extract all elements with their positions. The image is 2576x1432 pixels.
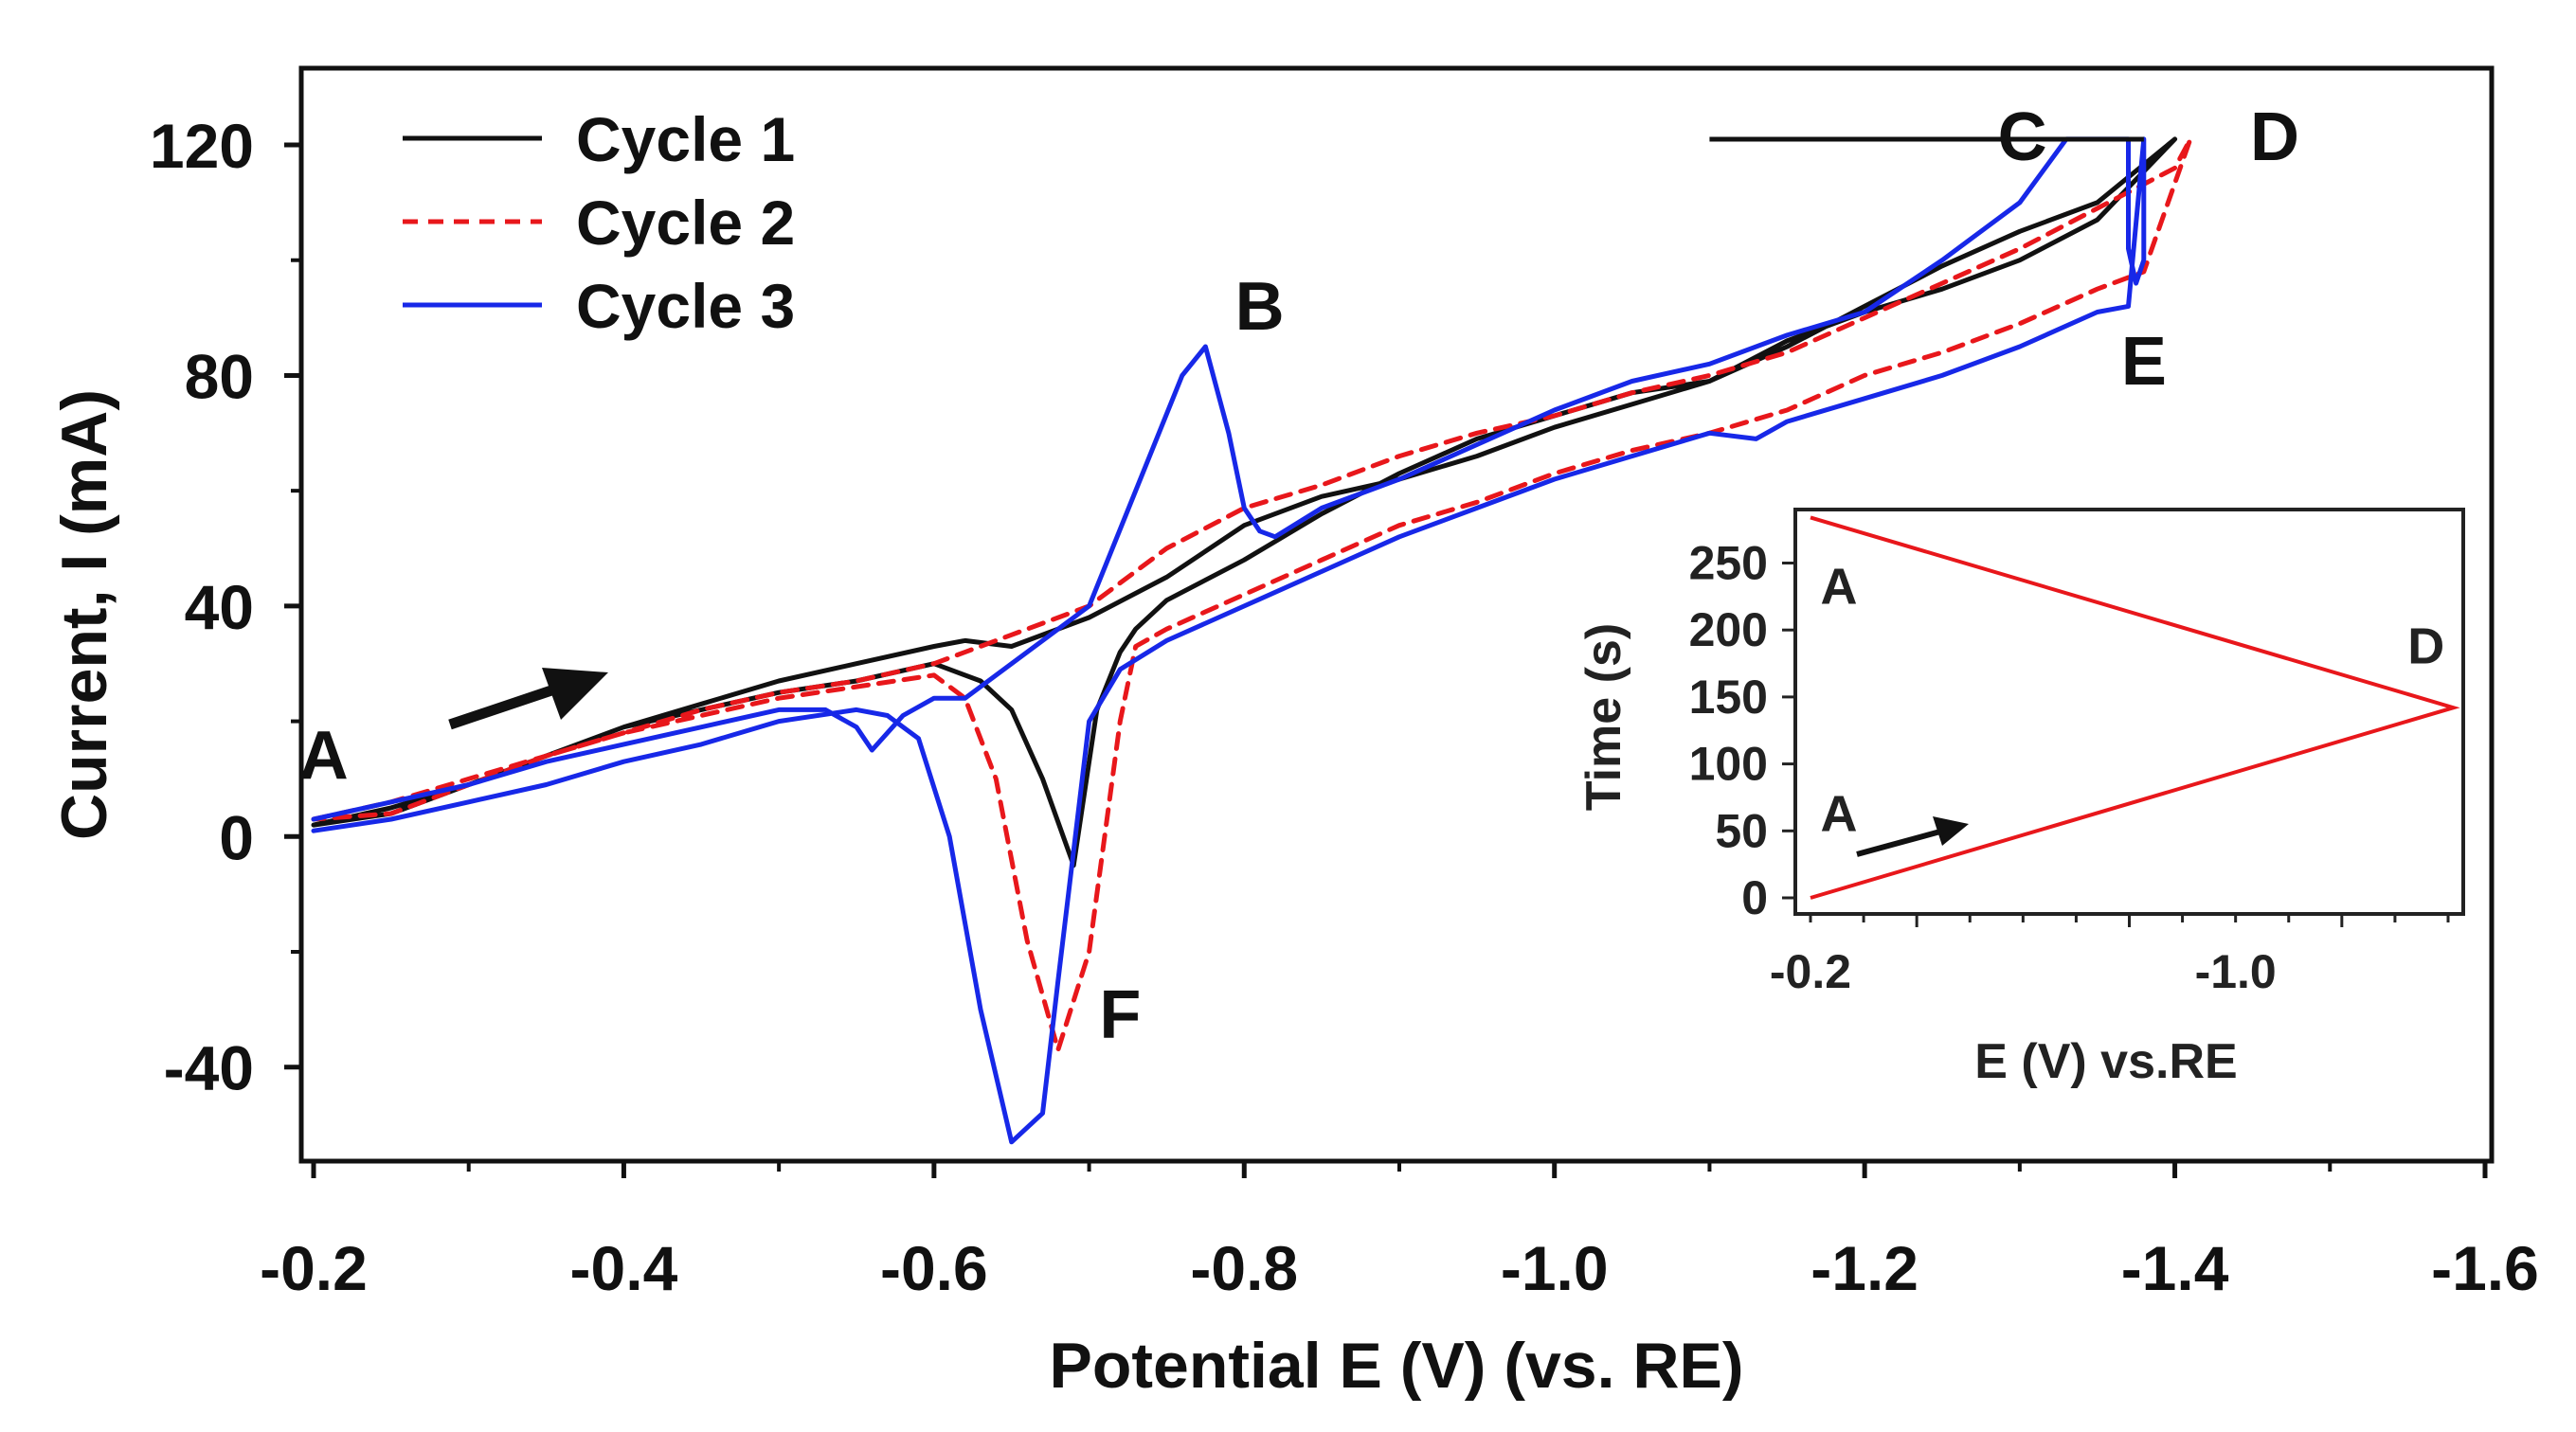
inset-annotation-d: D (2407, 618, 2444, 675)
y-tick-label: 0 (219, 802, 254, 872)
inset-plot-frame (1793, 508, 2465, 916)
inset-y-tick-label: 150 (1689, 671, 1768, 724)
x-tick-label: -0.6 (880, 1233, 988, 1303)
y-tick-label: 120 (150, 111, 254, 181)
main-y-axis-label: Current, I (mA) (48, 389, 120, 840)
inset-y-tick-label: 50 (1715, 804, 1768, 857)
x-tick-label: -0.8 (1190, 1233, 1298, 1303)
series-line-cycle-1 (311, 136, 2178, 868)
annotation-f: F (1099, 977, 1141, 1053)
x-tick-label: -1.0 (1501, 1233, 1609, 1303)
inset-sweep-line (1810, 515, 2460, 900)
x-tick-label: -1.4 (2121, 1233, 2229, 1303)
main-x-axis-label: Potential E (V) (vs. RE) (1050, 1330, 1744, 1402)
x-tick-label: -1.2 (1810, 1233, 1918, 1303)
inset-x-tick-label: -1.0 (2195, 945, 2277, 998)
main-y-ticks: -40 0 40 80 120 (150, 111, 301, 1103)
main-plot-frame (298, 65, 2495, 1164)
inset-x-axis-label: E (V) vs.RE (1974, 1034, 2237, 1089)
annotation-e: E (2121, 324, 2167, 400)
inset-series (1810, 515, 2460, 900)
annotation-c: C (1998, 99, 2047, 175)
sweep-direction-arrow (448, 668, 608, 730)
inset-y-tick-label: 100 (1689, 738, 1768, 791)
legend-label-cycle-1: Cycle 1 (576, 104, 795, 174)
y-tick-label: 80 (185, 341, 254, 411)
inset-y-tick-label: 250 (1689, 536, 1768, 589)
annotation-b: B (1235, 269, 1285, 345)
inset-plot: -0.2 -1.0 0 50 100 150 200 250 A A D E (V) vs.RE… (1576, 508, 2465, 1089)
inset-y-tick-label: 0 (1741, 871, 1768, 924)
annotation-d: D (2250, 99, 2299, 175)
main-x-ticks: -0.2 -0.4 -0.6 -0.8 -1.0 -1.2 -1.4 -1.6 (260, 1161, 2539, 1303)
main-annotations: A B C D E F (299, 99, 2299, 1053)
legend: Cycle 1 Cycle 2 Cycle 3 (403, 104, 795, 341)
annotation-a: A (299, 718, 349, 794)
inset-annotations: A A D (1821, 559, 2445, 843)
inset-y-axis-label: Time (s) (1576, 623, 1631, 811)
inset-y-tick-label: 200 (1689, 603, 1768, 656)
x-tick-label: -0.4 (570, 1233, 678, 1303)
x-tick-label: -1.6 (2431, 1233, 2539, 1303)
y-tick-label: 40 (185, 572, 254, 642)
inset-annotation-a: A (1821, 785, 1858, 842)
inset-x-ticks: -0.2 -1.0 (1770, 914, 2450, 998)
legend-label-cycle-3: Cycle 3 (576, 271, 795, 341)
inset-annotation-a: A (1821, 559, 1858, 616)
main-plot: -0.2 -0.4 -0.6 -0.8 -1.0 -1.2 -1.4 -1.6 -40 0 40 8… (48, 65, 2539, 1402)
legend-label-cycle-2: Cycle 2 (576, 188, 795, 258)
series-line-cycle-3 (311, 136, 2147, 1145)
inset-y-ticks: 0 50 100 150 200 250 (1689, 536, 1795, 924)
main-series (311, 136, 2193, 1145)
inset-x-tick-label: -0.2 (1770, 945, 1851, 998)
series-line-cycle-2 (311, 136, 2193, 1052)
inset-sweep-arrow (1856, 816, 1969, 857)
y-tick-label: -40 (164, 1033, 254, 1103)
x-tick-label: -0.2 (260, 1233, 368, 1303)
